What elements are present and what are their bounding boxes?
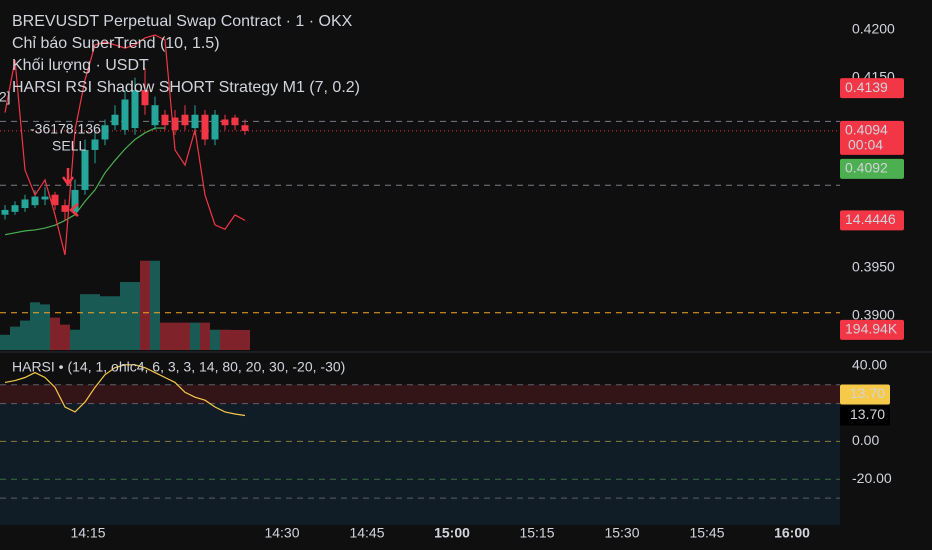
volume-bar [10, 326, 20, 350]
candle-body [131, 89, 139, 129]
volume-bar [20, 320, 30, 350]
price-tag [840, 120, 904, 155]
candle-body [91, 139, 99, 150]
price-tag [840, 158, 904, 179]
volume-bar [40, 304, 50, 350]
volume-bar [100, 296, 110, 350]
price-tag-label: 0.4092 [845, 160, 888, 176]
candle-body [141, 89, 149, 106]
candle-body [201, 114, 209, 140]
candle-body [231, 117, 239, 126]
legend-line: Khối lượng · USDT [12, 57, 149, 74]
y-tick-label: 0.00 [852, 432, 879, 448]
candle-body [81, 149, 89, 190]
candle-body [71, 189, 79, 212]
volume-bar [180, 322, 190, 350]
price-tag [840, 210, 904, 231]
value-tag-label: 13.70 [850, 406, 885, 422]
volume-bar [0, 334, 10, 350]
price-tag-label: 0.4139 [845, 79, 888, 95]
candle-body [161, 114, 169, 126]
candle-body [21, 199, 29, 209]
y-tick-label: 40.00 [852, 356, 887, 372]
price-tag [840, 319, 904, 340]
volume-bar [190, 322, 200, 350]
price-tag-label: 194.94K [845, 321, 898, 337]
value-tag [840, 384, 890, 405]
y-tick-label: 0.4200 [852, 21, 895, 37]
volume-bar [70, 329, 80, 350]
volume-bar [140, 260, 150, 350]
candle-body [11, 205, 19, 212]
x-tick-label: 15:30 [604, 525, 639, 541]
y-tick-label: 0.3950 [852, 259, 895, 275]
volume-bar [50, 317, 60, 350]
volume-bar [90, 294, 100, 350]
sell-arrow [61, 168, 75, 187]
candle-body [171, 117, 179, 130]
candle-body [1, 209, 9, 215]
x-tick-label: 14:15 [70, 525, 105, 541]
volume-bar [120, 282, 130, 350]
x-tick-label: 15:15 [519, 525, 554, 541]
volume-bar [110, 296, 120, 350]
x-tick-label: 14:30 [264, 525, 299, 541]
volume-bar [150, 260, 160, 350]
x-tick-label: 14:45 [349, 525, 384, 541]
volume-bar [60, 324, 70, 350]
candle-body [41, 196, 49, 200]
candle-body [211, 114, 219, 140]
x-tick-label: 16:00 [774, 525, 810, 541]
y-tick-label: 0.3900 [852, 306, 895, 322]
band [0, 403, 840, 525]
volume-bar [240, 329, 250, 350]
price-tag [840, 78, 904, 99]
y-tick-label: -20.00 [852, 470, 892, 486]
annotation: -36178.136 [30, 121, 101, 137]
candle-body [31, 196, 39, 206]
value-tag [840, 405, 890, 426]
candle-body [241, 125, 249, 131]
plot-area [0, 34, 840, 525]
candle-body [181, 114, 189, 126]
volume-bar [230, 329, 240, 350]
supertrend-line [4, 127, 165, 236]
price-tag-label: 14.4446 [845, 211, 896, 227]
rsi-shadow-line [4, 34, 246, 256]
volume-bar [160, 322, 170, 350]
harsi-line [4, 364, 246, 417]
x-tick-label: 15:00 [434, 525, 470, 541]
pane-title: HARSI • (14, 1, ohlc4, 6, 3, 3, 14, 80, … [12, 359, 345, 375]
band [0, 384, 840, 404]
legend-line: BREVUSDT Perpetual Swap Contract · 1 · O… [12, 13, 353, 30]
candle-body [111, 114, 119, 126]
price-tag-label: 0.4094 [845, 122, 888, 138]
entry-arrow [69, 203, 79, 217]
candle-body [191, 114, 199, 129]
countdown: 00:04 [848, 137, 883, 153]
volume-bar [170, 322, 180, 350]
value-tag-label: 13.70 [850, 385, 885, 401]
x-tick-label: 15:45 [689, 525, 724, 541]
volume-bar [80, 294, 90, 350]
candle-body [221, 119, 229, 126]
legend-line: HARSI RSI Shadow SHORT Strategy M1 (7, 0… [12, 79, 360, 96]
annotation: SELL [52, 138, 86, 154]
volume-bar [200, 322, 210, 350]
candle-body [61, 205, 69, 212]
candle-body [151, 105, 159, 126]
volume-bar [30, 302, 40, 350]
overlay: 0.42000.41500.39500.3900y[2]-36178.136SE… [0, 13, 904, 541]
volume-bar [130, 282, 140, 350]
volume-bar [220, 329, 230, 350]
candle-body [101, 125, 109, 140]
annotation: y[2] [0, 89, 11, 105]
candle-body [121, 99, 129, 130]
volume-bar [210, 329, 220, 350]
legend-line: Chỉ báo SuperTrend (10, 1.5) [12, 35, 220, 52]
candle-body [51, 194, 59, 206]
